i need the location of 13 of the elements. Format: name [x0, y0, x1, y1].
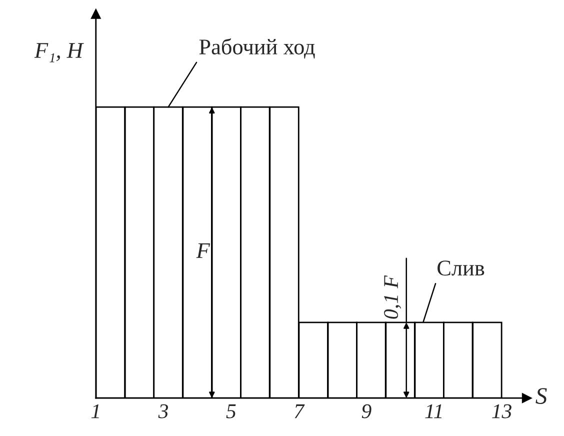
- x-axis-title: S: [536, 388, 547, 404]
- x-tick-label: 11: [425, 404, 442, 418]
- y-axis-title: F₁, H: [34, 43, 84, 62]
- x-tick-label: 3: [158, 404, 168, 418]
- annotation: Слив: [438, 260, 484, 276]
- x-tick-label: 9: [362, 404, 372, 418]
- x-tick-label: 5: [226, 404, 236, 418]
- x-tick-label: 1: [91, 404, 99, 418]
- text: Рабочий ход: [199, 38, 315, 59]
- annotation: F: [196, 243, 210, 258]
- x-tick-label: 13: [492, 404, 512, 418]
- x-tick-label: 7: [294, 404, 305, 418]
- annotation: 0,1 F: [384, 275, 402, 319]
